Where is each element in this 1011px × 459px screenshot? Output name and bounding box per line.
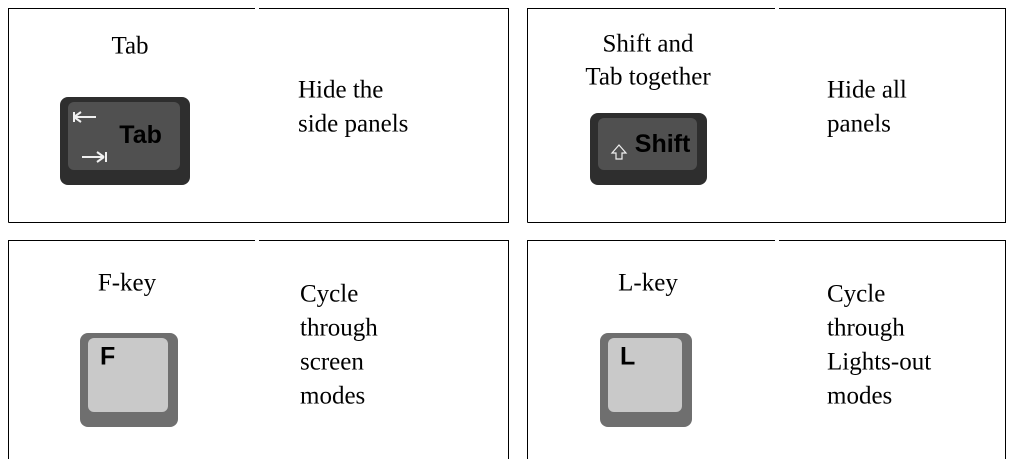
cell-border — [527, 240, 1006, 459]
action-text: modes — [827, 383, 892, 410]
key-top — [608, 338, 682, 412]
key-top — [68, 102, 180, 170]
key-cap-label: F — [100, 343, 115, 371]
key-name: F-key — [98, 270, 157, 297]
action-text: modes — [300, 383, 365, 410]
action-text: through — [300, 315, 378, 342]
cell-borders — [8, 8, 1006, 459]
action-text: panels — [827, 111, 891, 138]
cell-border — [8, 240, 509, 459]
key-top — [598, 118, 697, 170]
cell-border — [8, 8, 509, 223]
key-name: Tab together — [585, 64, 711, 91]
key-top — [88, 338, 168, 412]
action-text: through — [827, 315, 905, 342]
key-name: L-key — [618, 270, 678, 297]
key-name: Shift and — [603, 31, 694, 58]
key-cap: L — [600, 333, 692, 427]
key-cap: F — [80, 333, 178, 427]
cell-border — [527, 8, 1006, 223]
action-text: Hide all — [827, 77, 907, 104]
key-name: Tab — [111, 33, 148, 60]
action-text: side panels — [298, 111, 408, 138]
key-cap: Shift — [590, 113, 707, 185]
key-cap-label: Shift — [635, 130, 691, 158]
tab-arrows — [73, 111, 107, 163]
action-text: screen — [300, 349, 364, 376]
action-text: Cycle — [827, 281, 885, 308]
action-text: Lights-out — [827, 349, 931, 376]
shift-arrow — [610, 144, 628, 160]
key-cap-label: Tab — [119, 121, 162, 149]
key-cap-label: L — [620, 343, 635, 371]
key-cap: Tab — [60, 97, 190, 185]
action-text: Cycle — [300, 281, 358, 308]
action-text: Hide the — [298, 77, 383, 104]
